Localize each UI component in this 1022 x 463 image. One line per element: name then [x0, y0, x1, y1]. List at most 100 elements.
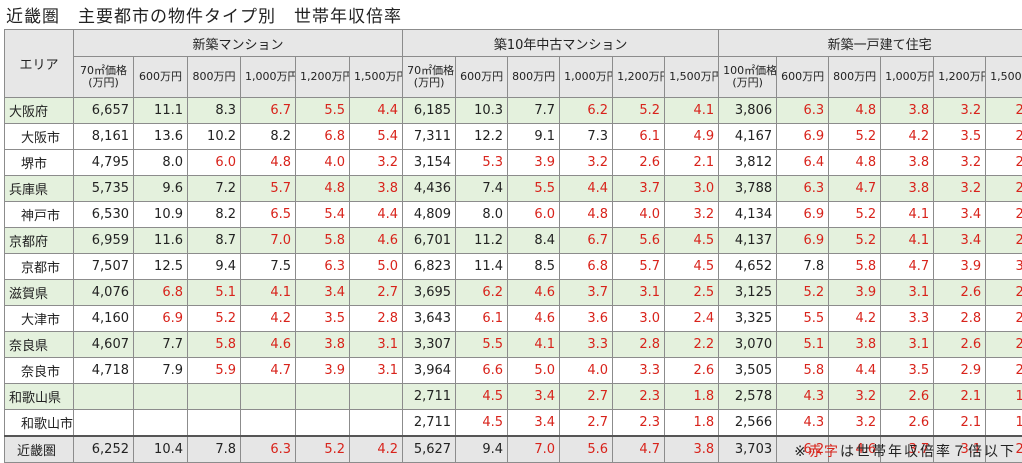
ratio-cell: 2.8 — [985, 123, 1022, 150]
ratio-cell: 5.7 — [240, 175, 296, 202]
ratio-cell: 2.1 — [985, 279, 1022, 306]
price-cell: 6,959 — [73, 227, 134, 254]
ratio-cell: 6.3 — [776, 97, 830, 124]
group-header-new-condo: 新築マンション — [72, 29, 404, 57]
ratio-cell: 6.3 — [240, 435, 296, 463]
ratio-cell: 6.7 — [240, 97, 296, 124]
ratio-cell: 2.9 — [933, 357, 987, 384]
row-label: 大津市 — [4, 305, 74, 332]
ratio-cell: 10.2 — [187, 123, 241, 150]
ratio-cell: 2.5 — [664, 279, 720, 306]
price-cell: 4,137 — [718, 227, 778, 254]
ratio-cell: 2.5 — [985, 435, 1022, 463]
ratio-cell: 5.6 — [612, 227, 666, 254]
ratio-cell: 3.9 — [295, 357, 350, 384]
ratio-cell: 5.8 — [187, 331, 241, 358]
price-cell: 3,806 — [718, 97, 778, 124]
ratio-cell: 3.1 — [985, 253, 1022, 280]
ratio-cell: 3.1 — [348, 357, 404, 384]
ratio-cell: 7.2 — [187, 175, 241, 202]
income-header: 1,500万円 — [348, 56, 404, 98]
ratio-cell: 3.8 — [880, 97, 935, 124]
ratio-cell: 4.8 — [295, 175, 350, 202]
price-cell: 3,812 — [718, 149, 778, 176]
area-header: エリア — [4, 29, 74, 98]
ratio-cell: 6.2 — [455, 279, 509, 306]
ratio-cell: 4.7 — [880, 253, 935, 280]
ratio-cell — [187, 409, 241, 437]
price-cell: 3,788 — [718, 175, 778, 202]
ratio-cell: 6.9 — [776, 201, 830, 228]
ratio-cell: 2.8 — [348, 305, 404, 332]
price-cell: 4,134 — [718, 201, 778, 228]
group-header-used-condo: 築10年中古マンション — [402, 29, 720, 57]
price-cell: 4,795 — [73, 149, 134, 176]
header-row-subcolumns: 70㎡価格 (万円) 600万円 800万円 1,000万円 1,200万円 1,… — [5, 56, 1022, 98]
income-header: 1,000万円 — [559, 56, 614, 98]
ratio-cell — [133, 409, 188, 437]
ratio-cell: 2.7 — [348, 279, 404, 306]
price-cell: 2,578 — [718, 383, 778, 410]
price-cell: 4,167 — [718, 123, 778, 150]
ratio-cell: 3.4 — [507, 409, 561, 437]
ratio-cell: 4.0 — [559, 357, 614, 384]
table-row: 大阪市 8,161 13.6 10.2 8.2 6.8 5.4 7,311 12.2 9.1 7.3… — [4, 123, 1022, 150]
ratio-cell: 6.4 — [776, 149, 830, 176]
price-cell: 3,695 — [402, 279, 457, 306]
price-cell: 4,436 — [402, 175, 457, 202]
header-row-groups: エリア 新築マンション 築10年中古マンション 新築一戸建て住宅 — [4, 29, 1022, 98]
ratio-cell: 4.8 — [240, 149, 296, 176]
ratio-cell: 3.9 — [507, 149, 561, 176]
ratio-cell: 8.4 — [507, 227, 561, 254]
ratio-cell: 3.4 — [507, 383, 561, 410]
ratio-cell: 3.2 — [664, 201, 720, 228]
ratio-cell: 12.5 — [133, 253, 188, 280]
ratio-cell: 3.2 — [828, 383, 882, 410]
ratio-cell: 3.8 — [880, 149, 935, 176]
ratio-cell: 4.1 — [880, 227, 935, 254]
ratio-cell: 5.8 — [828, 253, 882, 280]
ratio-cell: 10.9 — [133, 201, 188, 228]
ratio-cell: 5.6 — [559, 435, 614, 463]
table-row: 京都府 6,959 11.6 8.7 7.0 5.8 4.6 6,701 11.2 8.4 6.7 5… — [4, 227, 1022, 254]
income-header: 1,200万円 — [295, 56, 350, 98]
ratio-cell: 8.7 — [187, 227, 241, 254]
ratio-cell: 4.4 — [559, 175, 614, 202]
ratio-cell: 3.7 — [559, 279, 614, 306]
ratio-cell: 4.9 — [664, 123, 720, 150]
ratio-cell: 8.0 — [455, 201, 509, 228]
table-body: 大阪府 6,657 11.1 8.3 6.7 5.5 4.4 6,185 10.3 7.7 6.2 5… — [4, 97, 1022, 463]
ratio-cell: 4.4 — [828, 357, 882, 384]
ratio-cell: 2.1 — [933, 409, 987, 437]
ratio-cell: 4.3 — [776, 409, 830, 437]
ratio-cell: 5.1 — [776, 331, 830, 358]
ratio-cell: 2.6 — [880, 409, 935, 437]
ratio-cell: 9.6 — [133, 175, 188, 202]
ratio-cell: 2.8 — [612, 331, 666, 358]
ratio-cell: 2.5 — [985, 97, 1022, 124]
price-cell: 3,505 — [718, 357, 778, 384]
ratio-cell: 4.8 — [559, 201, 614, 228]
price-cell: 6,530 — [73, 201, 134, 228]
ratio-cell: 4.7 — [240, 357, 296, 384]
ratio-cell: 2.7 — [559, 383, 614, 410]
row-label: 近畿圏 — [4, 435, 74, 463]
ratio-cell: 3.1 — [933, 435, 987, 463]
ratio-cell: 10.3 — [455, 97, 509, 124]
ratio-cell: 8.3 — [187, 97, 241, 124]
ratio-cell: 4.2 — [880, 123, 935, 150]
ratio-cell: 2.5 — [985, 149, 1022, 176]
income-header: 600万円 — [133, 56, 188, 98]
ratio-cell: 7.3 — [559, 123, 614, 150]
ratio-cell: 2.3 — [612, 409, 666, 437]
ratio-cell: 9.1 — [507, 123, 561, 150]
ratio-cell: 5.2 — [187, 305, 241, 332]
ratio-cell: 3.1 — [880, 279, 935, 306]
ratio-cell: 2.6 — [933, 279, 987, 306]
price-cell: 3,154 — [402, 149, 457, 176]
price-header-new-house: 100㎡価格 (万円) — [718, 56, 778, 98]
price-cell: 2,711 — [402, 383, 457, 410]
ratio-cell: 5.2 — [828, 123, 882, 150]
ratio-cell: 5.5 — [776, 305, 830, 332]
ratio-cell: 2.3 — [985, 357, 1022, 384]
